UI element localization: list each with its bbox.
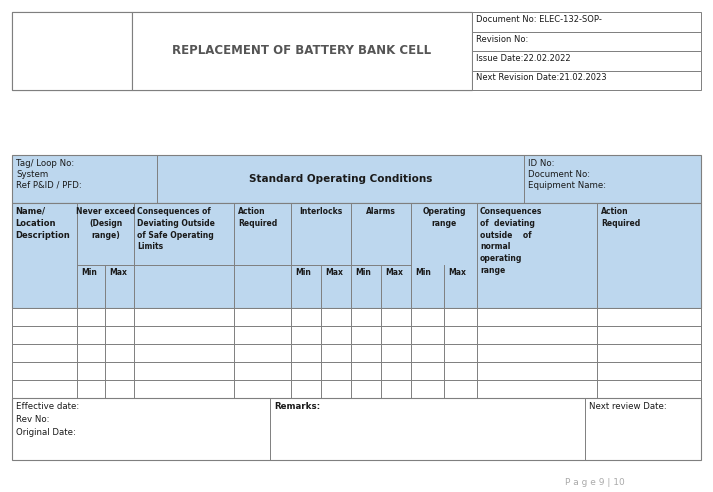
Text: Next review Date:: Next review Date: (589, 402, 667, 411)
Bar (12, 326, 701, 344)
Text: Revision No:: Revision No: (476, 34, 528, 43)
Bar (472, 12, 701, 31)
Text: Consequences of
Deviating Outside
of Safe Operating
Limits: Consequences of Deviating Outside of Saf… (137, 207, 215, 251)
Bar (12, 12, 132, 90)
Text: Min: Min (295, 268, 311, 277)
Text: Alarms: Alarms (366, 207, 396, 216)
Bar (12, 12, 472, 90)
Text: Interlocks: Interlocks (299, 207, 343, 216)
Text: Document No:: Document No: (528, 170, 590, 179)
Text: Max: Max (385, 268, 403, 277)
Bar (472, 70, 701, 90)
Text: System: System (16, 170, 48, 179)
Text: ID No:: ID No: (528, 159, 555, 168)
Text: Equipment Name:: Equipment Name: (528, 181, 606, 190)
Bar (472, 51, 701, 70)
Text: Action
Required: Action Required (238, 207, 277, 228)
Bar (12, 344, 701, 362)
Text: Document No: ELEC-132-SOP-: Document No: ELEC-132-SOP- (476, 15, 602, 24)
Text: Min: Min (81, 268, 97, 277)
Text: Issue Date:22.02.2022: Issue Date:22.02.2022 (476, 54, 570, 63)
Text: Max: Max (448, 268, 466, 277)
Text: Operating
range: Operating range (422, 207, 466, 228)
Text: REPLACEMENT OF BATTERY BANK CELL: REPLACEMENT OF BATTERY BANK CELL (173, 44, 431, 58)
Text: Next Revision Date:21.02.2023: Next Revision Date:21.02.2023 (476, 73, 607, 83)
Text: Rev No:: Rev No: (16, 415, 49, 424)
Text: Effective date:: Effective date: (16, 402, 79, 411)
Text: Tag/ Loop No:: Tag/ Loop No: (16, 159, 74, 168)
Text: Ref P&ID / PFD:: Ref P&ID / PFD: (16, 181, 82, 190)
Bar (132, 12, 472, 90)
Text: Consequences
of  deviating
outside    of
normal
operating
range: Consequences of deviating outside of nor… (480, 207, 543, 275)
Bar (12, 203, 701, 308)
Text: P a g e 9 | 10: P a g e 9 | 10 (565, 478, 625, 487)
Text: Standard Operating Conditions: Standard Operating Conditions (249, 174, 432, 184)
Bar (12, 155, 701, 203)
Text: Max: Max (325, 268, 343, 277)
Bar (472, 31, 701, 51)
Text: Min: Min (415, 268, 431, 277)
Bar (12, 380, 701, 398)
Text: Action
Required: Action Required (601, 207, 640, 228)
Text: Never exceed
(Design
range): Never exceed (Design range) (76, 207, 135, 240)
Text: Name/
Location
Description: Name/ Location Description (15, 207, 70, 240)
Text: Original Date:: Original Date: (16, 428, 76, 437)
Text: Min: Min (355, 268, 371, 277)
Bar (12, 398, 701, 460)
Text: Max: Max (109, 268, 127, 277)
Text: Remarks:: Remarks: (274, 402, 320, 411)
Bar (12, 362, 701, 380)
Bar (12, 308, 701, 326)
